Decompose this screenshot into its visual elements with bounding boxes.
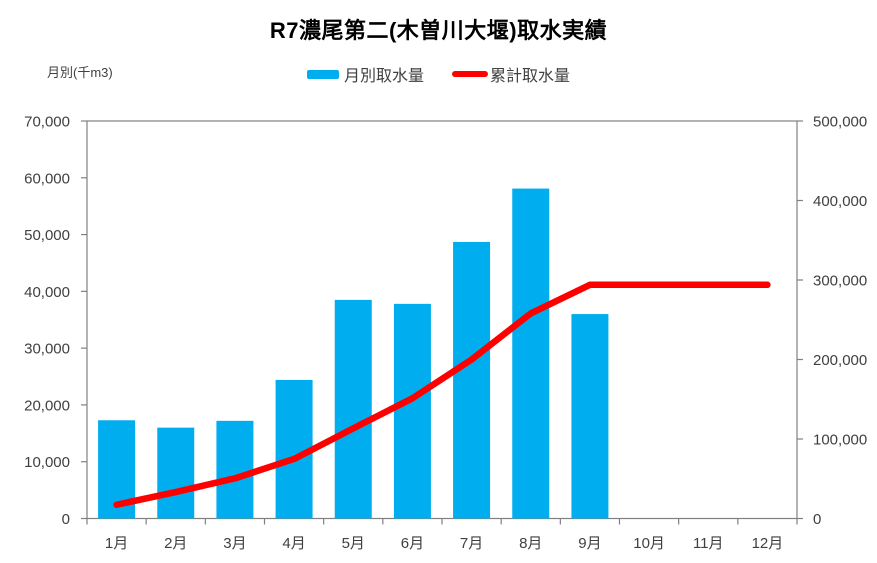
legend-item-monthly: 月別取水量 [306, 62, 424, 86]
month-label: 11月 [693, 535, 724, 552]
monthly-bar [512, 188, 550, 519]
right-axis-tick-label: 300,000 [813, 273, 867, 290]
month-label: 2月 [164, 535, 187, 552]
bar-series-swatch [306, 69, 339, 79]
month-label: 5月 [342, 535, 365, 552]
left-axis-tick-label: 0 [62, 511, 70, 528]
month-label: 6月 [401, 535, 424, 552]
monthly-bar [393, 303, 431, 519]
month-label: 7月 [460, 535, 483, 552]
left-axis-unit-label: 月別(千m3) [47, 65, 113, 80]
month-label: 3月 [223, 535, 246, 552]
monthly-bar [571, 314, 609, 519]
left-axis-tick-label: 40,000 [24, 284, 70, 301]
right-axis-tick-label: 200,000 [813, 352, 867, 369]
right-axis-tick-label: 0 [813, 511, 821, 528]
month-label: 10月 [633, 535, 665, 552]
legend: 月別取水量 累計取水量 [0, 62, 877, 86]
cumulative-line [113, 281, 771, 508]
month-label: 9月 [578, 535, 601, 552]
left-axis-tick-label: 10,000 [24, 454, 70, 471]
left-axis-tick-label: 60,000 [24, 170, 70, 187]
monthly-bar [453, 241, 491, 519]
right-axis-tick-label: 500,000 [813, 114, 867, 131]
left-axis-tick-label: 30,000 [24, 341, 70, 358]
monthly-bar [334, 299, 372, 519]
monthly-bar [216, 420, 254, 519]
legend-label-cumulative: 累計取水量 [490, 68, 571, 85]
right-axis-tick-label: 400,000 [813, 193, 867, 210]
month-label: 8月 [519, 535, 542, 552]
legend-label-monthly: 月別取水量 [343, 68, 424, 85]
month-label: 1月 [105, 535, 128, 552]
chart-title: R7濃尾第二(木曽川大堰)取水実績 [269, 18, 608, 43]
left-axis-tick-label: 20,000 [24, 397, 70, 414]
monthly-bar [157, 427, 195, 519]
month-label: 12月 [752, 535, 784, 552]
left-axis-tick-label: 70,000 [24, 114, 70, 131]
right-axis-tick-label: 100,000 [813, 432, 867, 449]
legend-item-cumulative: 累計取水量 [452, 62, 570, 86]
left-axis-tick-label: 50,000 [24, 227, 70, 244]
line-series-swatch [452, 71, 488, 77]
month-label: 4月 [282, 535, 305, 552]
